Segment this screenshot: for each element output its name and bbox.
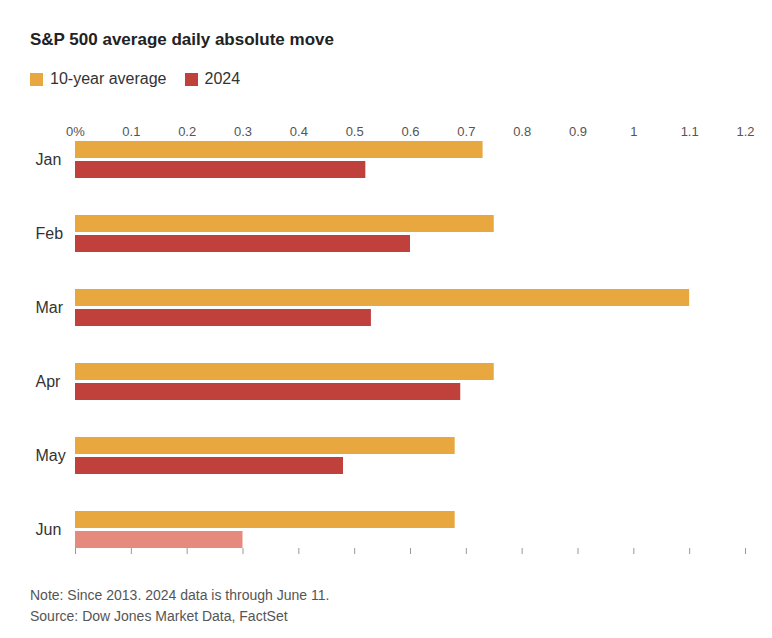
html-text:2024: 2024 (204, 70, 241, 87)
html-text:Note: Since 2013. 2024 data is: Note: Since 2013. 2024 data is through J… (30, 587, 330, 603)
svg-text:0.1: 0.1 (122, 124, 140, 139)
svg-text:Apr: Apr (36, 373, 62, 390)
html-text:S&P 500 average daily absolute: S&P 500 average daily absolute move (30, 30, 334, 49)
svg-text:1.2: 1.2 (736, 124, 754, 139)
svg-text:Jan: Jan (36, 151, 62, 168)
svg-text:0.5: 0.5 (346, 124, 364, 139)
svg-text:0.3: 0.3 (234, 124, 252, 139)
html-text:10-year average: 10-year average (50, 70, 167, 87)
svg-text:0.6: 0.6 (401, 124, 419, 139)
svg-text:Feb: Feb (36, 225, 64, 242)
html-text:Source: Dow Jones Market Data,: Source: Dow Jones Market Data, FactSet (30, 608, 288, 624)
svg-text:1: 1 (630, 124, 637, 139)
svg-text:0.8: 0.8 (513, 124, 531, 139)
svg-text:0.7: 0.7 (457, 124, 475, 139)
svg-text:Jun: Jun (36, 521, 62, 538)
svg-text:1.1: 1.1 (681, 124, 699, 139)
svg-text:0.2: 0.2 (178, 124, 196, 139)
svg-text:May: May (36, 447, 66, 464)
svg-text:0%: 0% (66, 124, 85, 139)
svg-text:0.4: 0.4 (290, 124, 308, 139)
svg-text:0.9: 0.9 (569, 124, 587, 139)
svg-text:Mar: Mar (36, 299, 64, 316)
